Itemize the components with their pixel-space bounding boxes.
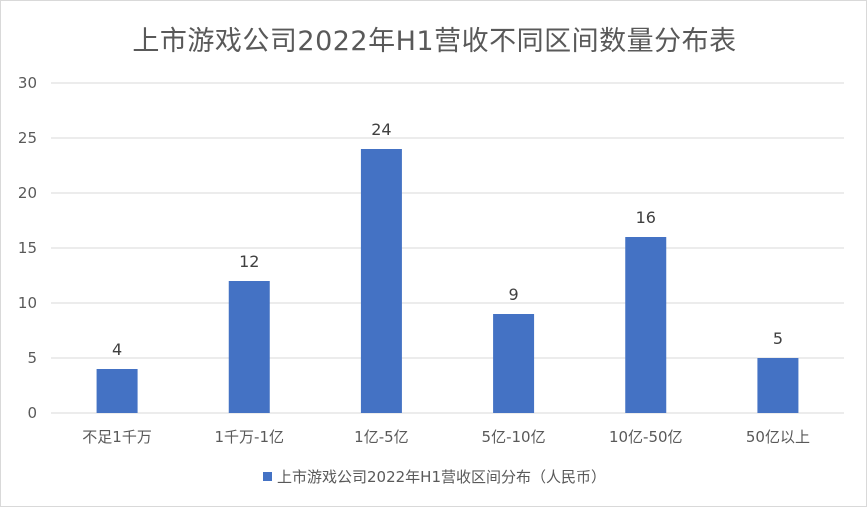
- data-label: 4: [112, 340, 122, 359]
- bar: [493, 314, 535, 413]
- y-tick-label: 20: [18, 184, 37, 202]
- legend-label: 上市游戏公司2022年H1营收区间分布（人民币）: [277, 468, 606, 486]
- x-tick-label: 1千万-1亿: [215, 428, 285, 446]
- data-label: 12: [239, 252, 259, 271]
- x-tick-label: 50亿以上: [746, 428, 810, 446]
- legend-swatch: [263, 472, 272, 481]
- data-label: 16: [636, 208, 656, 227]
- legend: 上市游戏公司2022年H1营收区间分布（人民币）: [1, 466, 866, 487]
- bar: [625, 237, 667, 413]
- y-tick-label: 30: [18, 74, 37, 92]
- chart-title: 上市游戏公司2022年H1营收不同区间数量分布表: [132, 26, 737, 57]
- y-tick-label: 0: [27, 404, 37, 422]
- y-tick-label: 15: [18, 239, 37, 257]
- data-label: 5: [773, 329, 783, 348]
- bar: [96, 369, 138, 413]
- bar: [757, 358, 799, 413]
- x-tick-label: 10亿-50亿: [609, 428, 683, 446]
- y-tick-label: 25: [18, 129, 37, 147]
- x-tick-label: 不足1千万: [82, 428, 152, 446]
- y-tick-label: 5: [27, 349, 37, 367]
- data-label: 24: [371, 120, 391, 139]
- y-tick-label: 10: [18, 294, 37, 312]
- bar: [228, 281, 270, 413]
- x-tick-label: 1亿-5亿: [354, 428, 409, 446]
- x-tick-label: 5亿-10亿: [482, 428, 546, 446]
- data-label: 9: [508, 285, 518, 304]
- bar: [360, 149, 402, 413]
